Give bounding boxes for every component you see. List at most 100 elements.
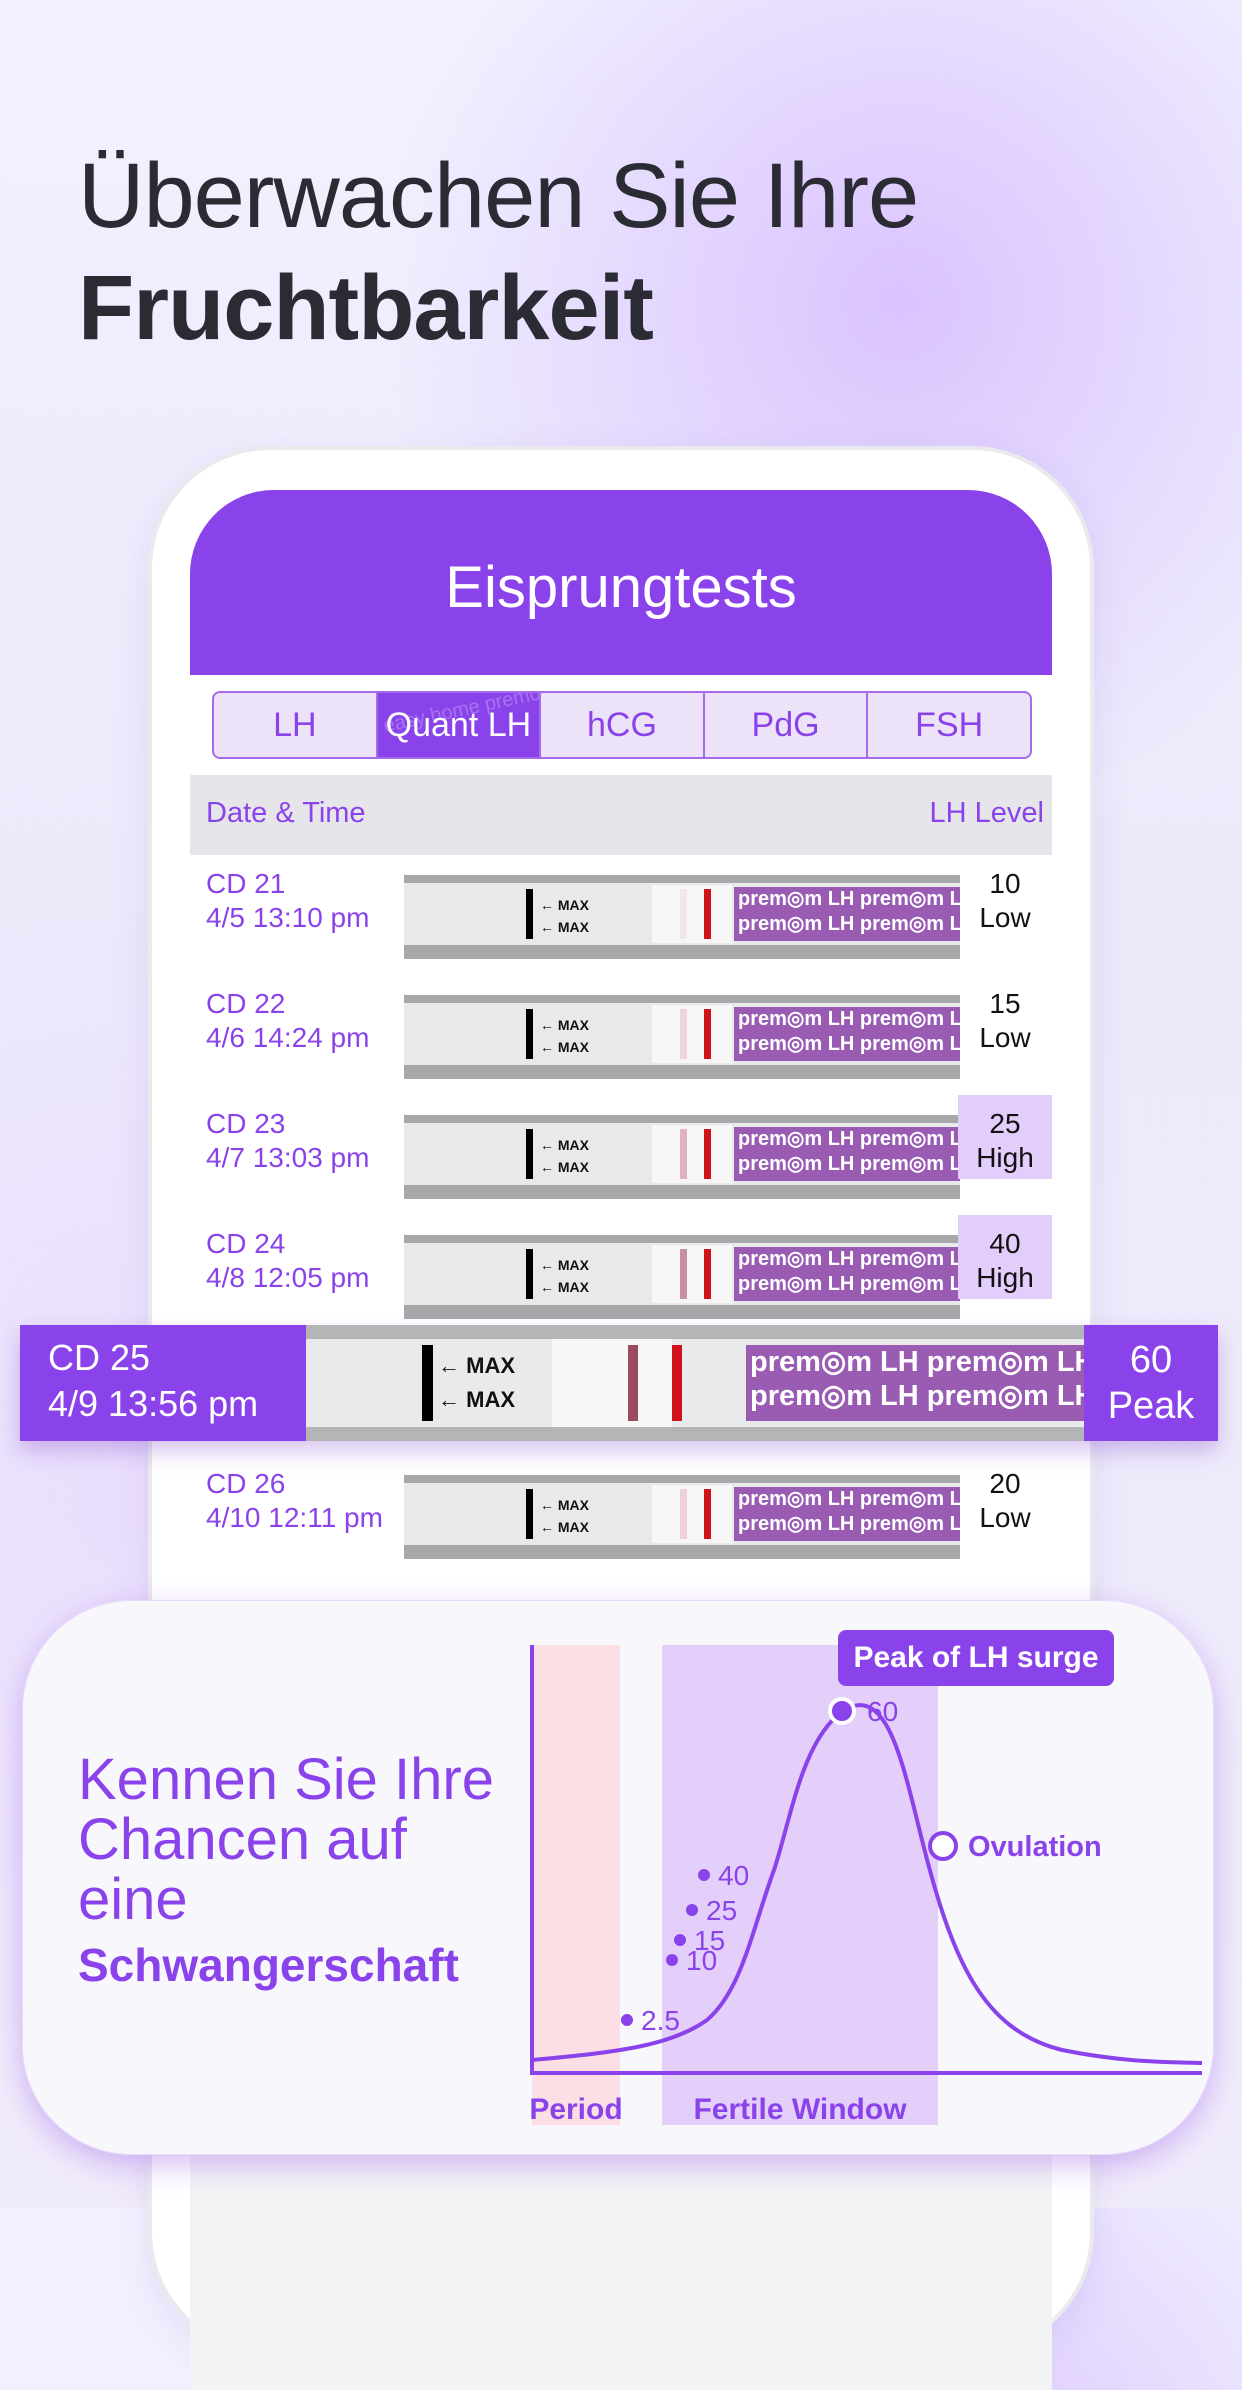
headline-line2: Fruchtbarkeit — [78, 257, 654, 359]
app-header: Eisprungtests — [190, 490, 1052, 675]
data-label: 10 — [686, 1945, 717, 1976]
strip-brand: prem◎m LH prem◎m LH prem◎m LH prem◎m LH — [734, 1007, 960, 1061]
max-label: ← MAX — [540, 897, 589, 913]
tab-label: hCG — [587, 705, 657, 744]
lh-status: High — [976, 1142, 1034, 1173]
tabbar: LH easy home premom Quant LH hCG PdG FSH — [190, 675, 1052, 775]
datetime: 4/8 12:05 pm — [206, 1262, 370, 1293]
peak-callout-bg — [838, 1630, 1114, 1686]
test-strip-image: ← MAX ← MAX prem◎m LH prem◎m LH prem◎m LH… — [404, 1475, 960, 1559]
data-label: 40 — [718, 1860, 749, 1891]
fertile-window-label: Fertile Window — [693, 2093, 907, 2126]
data-label: 2.5 — [641, 2005, 680, 2036]
test-row[interactable]: CD 23 4/7 13:03 pm ← MAX ← MAX prem◎m LH… — [190, 1095, 1052, 1199]
ovulation-marker — [928, 1831, 958, 1861]
cycle-day: CD 22 — [206, 988, 286, 1019]
test-strip-image: ← MAX ← MAX prem◎m LH prem◎m LH prem◎m LH… — [306, 1325, 1084, 1441]
lh-level: 25 High — [958, 1095, 1052, 1179]
max-label: ← MAX — [540, 1039, 589, 1055]
lh-value: 40 — [989, 1228, 1021, 1259]
lh-level: 20 Low — [958, 1455, 1052, 1539]
lh-value: 25 — [989, 1108, 1021, 1139]
strip-brand: prem◎m LH prem◎m LH prem◎m LH prem◎m LH — [734, 1487, 960, 1541]
max-label: ← MAX — [540, 1137, 589, 1153]
row-date: CD 21 4/5 13:10 pm — [206, 867, 369, 935]
cycle-day: CD 26 — [206, 1468, 286, 1499]
lh-status: Low — [979, 1022, 1031, 1053]
lh-status: High — [976, 1262, 1034, 1293]
peak-callout: Peak of LH surge — [838, 1630, 1114, 1686]
data-point — [621, 2014, 633, 2026]
lh-level: 60 Peak — [1084, 1325, 1218, 1441]
test-strip-image: ← MAX ← MAX prem◎m LH prem◎m LH prem◎m LH… — [404, 875, 960, 959]
row-date: CD 25 4/9 13:56 pm — [48, 1335, 258, 1427]
test-strip-image: ← MAX ← MAX prem◎m LH prem◎m LH prem◎m LH… — [404, 1115, 960, 1199]
lh-value: 20 — [989, 1468, 1021, 1499]
row-date: CD 22 4/6 14:24 pm — [206, 987, 369, 1055]
tab-lh[interactable]: LH — [214, 693, 378, 757]
max-label: ← MAX — [438, 1353, 515, 1378]
tab-label: Quant LH — [385, 705, 532, 744]
data-point — [666, 1954, 678, 1966]
strip-brand: prem◎m LH prem◎m LH prem◎m LH prem◎m LH — [734, 1247, 960, 1301]
cycle-day: CD 23 — [206, 1108, 286, 1139]
row-date: CD 26 4/10 12:11 pm — [206, 1467, 383, 1535]
tab-fsh[interactable]: FSH — [868, 693, 1030, 757]
lh-status: Low — [979, 902, 1031, 933]
max-label: ← MAX — [540, 919, 589, 935]
strip-brand: prem◎m LH prem◎m LH prem◎m LH prem◎m LH — [734, 1127, 960, 1181]
headline-line1: Überwachen Sie Ihre — [78, 145, 919, 247]
data-label: 25 — [706, 1895, 737, 1926]
max-label: ← MAX — [540, 1279, 589, 1295]
lh-value: 60 — [1129, 1339, 1173, 1381]
column-header: Date & Time LH Level — [190, 775, 1052, 855]
test-row[interactable]: CD 22 4/6 14:24 pm ← MAX ← MAX prem◎m LH… — [190, 975, 1052, 1079]
max-label: ← MAX — [540, 1519, 589, 1535]
lh-level: 15 Low — [958, 975, 1052, 1059]
max-label: ← MAX — [540, 1159, 589, 1175]
peak-test-row[interactable]: CD 25 4/9 13:56 pm ← MAX ← MAX prem◎m LH… — [20, 1325, 1218, 1441]
datetime: 4/6 14:24 pm — [206, 1022, 370, 1053]
tab-pdg[interactable]: PdG — [705, 693, 869, 757]
tab-label: LH — [273, 705, 317, 744]
test-strip-image: ← MAX ← MAX prem◎m LH prem◎m LH prem◎m LH… — [404, 1235, 960, 1319]
app-title: Eisprungtests — [445, 555, 797, 620]
period-label: Period — [529, 2093, 622, 2126]
cycle-day: CD 25 — [48, 1337, 151, 1378]
data-point — [674, 1934, 686, 1946]
peak-label: Peak of LH surge — [853, 1641, 1098, 1674]
data-label: 15 — [694, 1925, 725, 1956]
max-label: ← MAX — [438, 1387, 515, 1412]
lh-value: 10 — [989, 868, 1021, 899]
datetime: 4/7 13:03 pm — [206, 1142, 370, 1173]
lh-level: 40 High — [958, 1215, 1052, 1299]
tab-label: FSH — [915, 705, 984, 744]
cycle-day: CD 21 — [206, 868, 286, 899]
fertility-card: Kennen Sie Ihre Chancen auf eine Schwang… — [22, 1600, 1214, 2155]
max-label: ← MAX — [540, 1257, 589, 1273]
col-lh-level: LH Level — [929, 797, 1044, 829]
ovulation-label: Ovulation — [968, 1831, 1102, 1863]
row-date: CD 24 4/8 12:05 pm — [206, 1227, 369, 1295]
datetime: 4/9 13:56 pm — [48, 1383, 259, 1424]
test-strip-image: ← MAX ← MAX prem◎m LH prem◎m LH prem◎m LH… — [404, 995, 960, 1079]
cycle-day: CD 24 — [206, 1228, 286, 1259]
max-label: ← MAX — [540, 1017, 589, 1033]
test-row[interactable]: CD 26 4/10 12:11 pm ← MAX ← MAX prem◎m L… — [190, 1455, 1052, 1559]
fertile-window-band — [662, 1645, 938, 2125]
strip-brand: prem◎m LH prem◎m LH prem◎m LH prem◎m LH — [746, 1345, 1084, 1421]
data-point — [828, 1697, 856, 1725]
lh-status: Peak — [1107, 1385, 1195, 1427]
datetime: 4/5 13:10 pm — [206, 902, 370, 933]
tab-quant-lh[interactable]: easy home premom Quant LH — [377, 693, 542, 757]
strip-brand: prem◎m LH prem◎m LH prem◎m LH prem◎m LH — [734, 887, 960, 941]
lh-value: 15 — [989, 988, 1021, 1019]
test-list: CD 21 4/5 13:10 pm ← MAX ← MAX prem◎m LH… — [190, 855, 1052, 1615]
tab-hcg[interactable]: hCG — [541, 693, 705, 757]
test-row[interactable]: CD 21 4/5 13:10 pm ← MAX ← MAX prem◎m LH… — [190, 855, 1052, 959]
test-row[interactable]: CD 24 4/8 12:05 pm ← MAX ← MAX prem◎m LH… — [190, 1215, 1052, 1319]
card-subtitle: Schwangerschaft — [78, 1939, 459, 1991]
row-date: CD 23 4/7 13:03 pm — [206, 1107, 369, 1175]
